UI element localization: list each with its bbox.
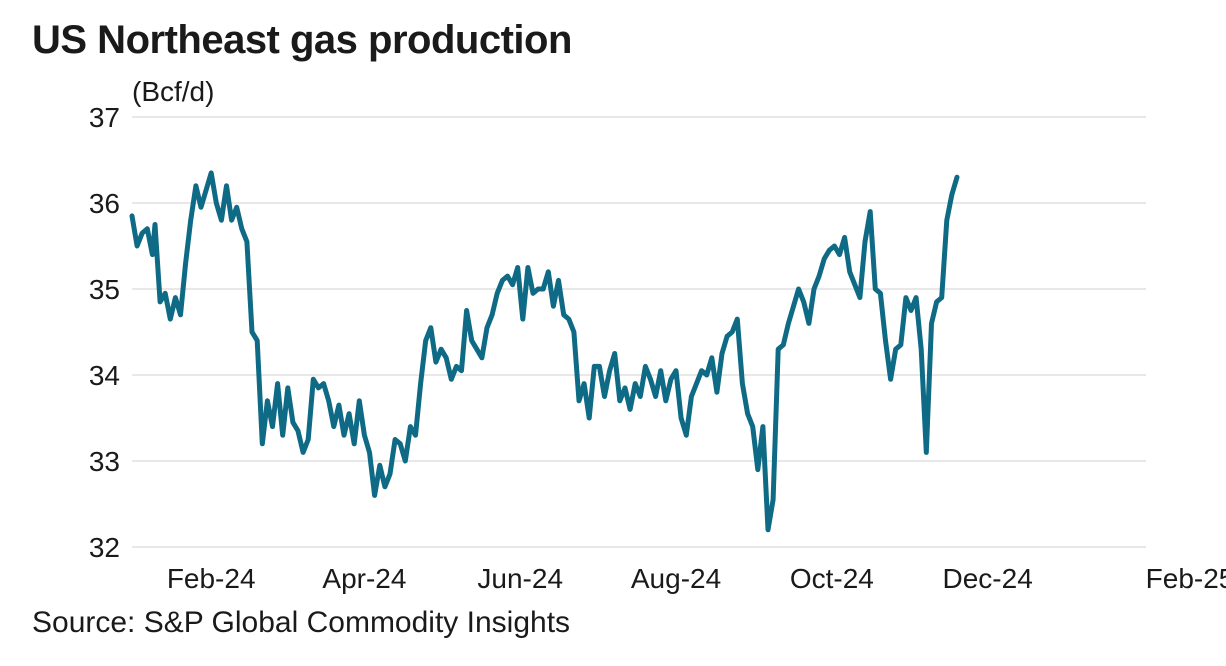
chart-title: US Northeast gas production [32, 18, 572, 62]
x-tick-label: Jun-24 [477, 563, 563, 594]
y-tick-label: 36 [89, 188, 120, 219]
x-tick-label: Feb-24 [167, 563, 256, 594]
series-group [129, 170, 960, 533]
source-note: Source: S&P Global Commodity Insights [32, 606, 571, 639]
y-tick-label: 35 [89, 274, 120, 305]
x-tick-label: Dec-24 [943, 563, 1033, 594]
y-tick-label: 33 [89, 446, 120, 477]
series-line [129, 170, 960, 533]
x-tick-label: Apr-24 [322, 563, 406, 594]
grid-lines [132, 116, 1146, 548]
y-tick-label: 37 [89, 102, 120, 133]
x-axis: Feb-24 Apr-24 Jun-24 Aug-24 Oct-24 Dec-24 Feb-… [167, 563, 1226, 594]
y-axis-label: (Bcf/d) [132, 76, 214, 107]
y-axis: 32 33 34 35 36 37 [89, 102, 120, 563]
x-tick-label: Oct-24 [790, 563, 874, 594]
x-tick-label: Feb-25 [1146, 563, 1226, 594]
y-tick-label: 34 [89, 360, 120, 391]
y-tick-label: 32 [89, 532, 120, 563]
x-tick-label: Aug-24 [631, 563, 721, 594]
